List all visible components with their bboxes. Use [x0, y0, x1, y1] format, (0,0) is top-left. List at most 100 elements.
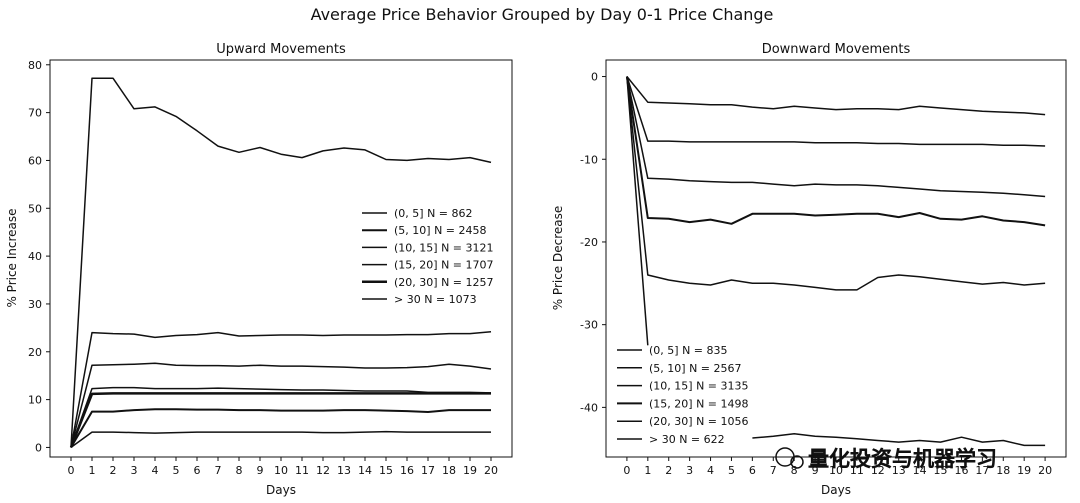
upward-series-line	[70, 386, 492, 448]
downward-x-tick-label: 8	[791, 464, 798, 477]
watermark-text: 量化投资与机器学习	[808, 447, 997, 471]
upward-x-tick-label: 20	[484, 464, 498, 477]
upward-y-tick-label: 50	[28, 202, 42, 215]
upward-legend-label: (15, 20] N = 1707	[394, 259, 494, 272]
downward-legend: (0, 5] N = 835 (5, 10] N = 2567 (10, 15] N…	[617, 344, 749, 446]
watermark: 量化投资与机器学习	[775, 447, 998, 472]
upward-x-tick-label: 3	[131, 464, 138, 477]
downward-x-tick-label: 19	[1017, 464, 1031, 477]
upward-series-line	[70, 362, 492, 448]
downward-series-line	[626, 76, 1046, 147]
upward-x-tick-label: 6	[194, 464, 201, 477]
upward-y-tick-label: 0	[35, 441, 42, 454]
downward-y-tick-label: 0	[591, 71, 598, 84]
downward-y-tick-label: -10	[580, 153, 598, 166]
upward-x-tick-label: 13	[337, 464, 351, 477]
upward-y-tick-label: 30	[28, 298, 42, 311]
upward-series-line	[70, 408, 491, 448]
downward-x-tick-label: 7	[770, 464, 777, 477]
downward-series-line	[626, 76, 1046, 447]
downward-legend-label: (10, 15] N = 3135	[649, 380, 749, 393]
downward-x-tick-label: 16	[954, 464, 968, 477]
downward-x-tick-label: 14	[913, 464, 927, 477]
downward-ticks: 0 1 2 3 4 5 6 7 8 9 10 11 12 13 14 15 16 17 18 19 200-10-20-…	[580, 71, 1052, 477]
upward-y-tick-label: 20	[28, 346, 42, 359]
upward-y-tick-label: 10	[28, 394, 42, 407]
downward-x-tick-label: 13	[892, 464, 906, 477]
upward-movements-panel: Upward Movements Days % Price Increase 0…	[5, 42, 513, 497]
downward-y-tick-label: -30	[580, 319, 598, 332]
upward-x-tick-label: 14	[358, 464, 372, 477]
upward-x-tick-label: 9	[257, 464, 264, 477]
upward-y-tick-label: 70	[28, 107, 42, 120]
downward-x-tick-label: 9	[812, 464, 819, 477]
figure-title: Average Price Behavior Grouped by Day 0-…	[311, 5, 774, 24]
downward-x-tick-label: 20	[1038, 464, 1052, 477]
upward-x-tick-label: 8	[236, 464, 243, 477]
downward-x-tick-label: 5	[728, 464, 735, 477]
downward-series-line	[626, 76, 1046, 291]
upward-series-line	[70, 77, 492, 448]
downward-y-tick-label: -40	[580, 401, 598, 414]
upward-x-tick-label: 2	[110, 464, 117, 477]
upward-x-tick-label: 15	[379, 464, 393, 477]
downward-x-tick-label: 4	[707, 464, 714, 477]
downward-legend-label: (0, 5] N = 835	[649, 344, 728, 357]
downward-lines	[625, 76, 1046, 447]
upward-x-tick-label: 0	[68, 464, 75, 477]
downward-x-tick-label: 6	[749, 464, 756, 477]
upward-x-tick-label: 7	[215, 464, 222, 477]
wechat-icon-small	[790, 455, 804, 469]
downward-x-tick-label: 11	[850, 464, 864, 477]
upward-chart-title: Upward Movements	[216, 42, 346, 57]
downward-x-tick-label: 15	[934, 464, 948, 477]
downward-series-line	[626, 76, 1046, 198]
upward-x-tick-label: 1	[89, 464, 96, 477]
downward-x-tick-label: 1	[644, 464, 651, 477]
downward-x-tick-label: 17	[975, 464, 989, 477]
downward-y-axis-label: % Price Decrease	[551, 206, 565, 311]
downward-legend-label: (20, 30] N = 1056	[649, 415, 749, 428]
downward-y-tick-label: -20	[580, 236, 598, 249]
upward-legend-label: (0, 5] N = 862	[394, 207, 473, 220]
downward-x-tick-label: 2	[665, 464, 672, 477]
downward-x-tick-label: 10	[829, 464, 843, 477]
upward-ticks: 0 1 2 3 4 5 6 7 8 9 10 11 12 13 14 15 16 17 18 19 2001020304…	[28, 59, 498, 477]
upward-x-tick-label: 12	[316, 464, 330, 477]
downward-x-axis-label: Days	[821, 483, 851, 497]
downward-legend-label: (5, 10] N = 2567	[649, 362, 742, 375]
upward-x-tick-label: 16	[400, 464, 414, 477]
upward-x-tick-label: 11	[295, 464, 309, 477]
upward-series-line	[69, 392, 491, 448]
upward-y-axis-label: % Price Increase	[5, 208, 19, 307]
downward-x-tick-label: 3	[686, 464, 693, 477]
downward-x-tick-label: 12	[871, 464, 885, 477]
upward-x-tick-label: 19	[463, 464, 477, 477]
upward-y-tick-label: 80	[28, 59, 42, 72]
upward-y-tick-label: 60	[28, 154, 42, 167]
upward-y-tick-label: 40	[28, 250, 42, 263]
upward-legend: (0, 5] N = 862 (5, 10] N = 2458 (10, 15] N…	[362, 207, 494, 306]
upward-legend-label: > 30 N = 1073	[394, 293, 477, 306]
upward-legend-label: (20, 30] N = 1257	[394, 276, 494, 289]
upward-x-tick-label: 10	[274, 464, 288, 477]
upward-series-line	[70, 330, 492, 448]
downward-chart-title: Downward Movements	[762, 42, 911, 57]
upward-legend-label: (5, 10] N = 2458	[394, 224, 487, 237]
upward-lines	[69, 77, 492, 449]
downward-series-line	[625, 76, 1046, 227]
upward-x-tick-label: 17	[421, 464, 435, 477]
downward-legend-label: (15, 20] N = 1498	[649, 397, 749, 410]
downward-x-tick-label: 18	[996, 464, 1010, 477]
downward-series-line	[626, 76, 1046, 116]
upward-x-tick-label: 5	[173, 464, 180, 477]
upward-x-tick-label: 4	[152, 464, 159, 477]
downward-x-tick-label: 0	[623, 464, 630, 477]
upward-series-line	[70, 430, 491, 449]
upward-x-axis-label: Days	[266, 483, 296, 497]
downward-movements-panel: Downward Movements Days % Price Decrease…	[551, 42, 1067, 497]
upward-legend-label: (10, 15] N = 3121	[394, 241, 494, 254]
upward-x-tick-label: 18	[442, 464, 456, 477]
downward-legend-label: > 30 N = 622	[649, 433, 725, 446]
